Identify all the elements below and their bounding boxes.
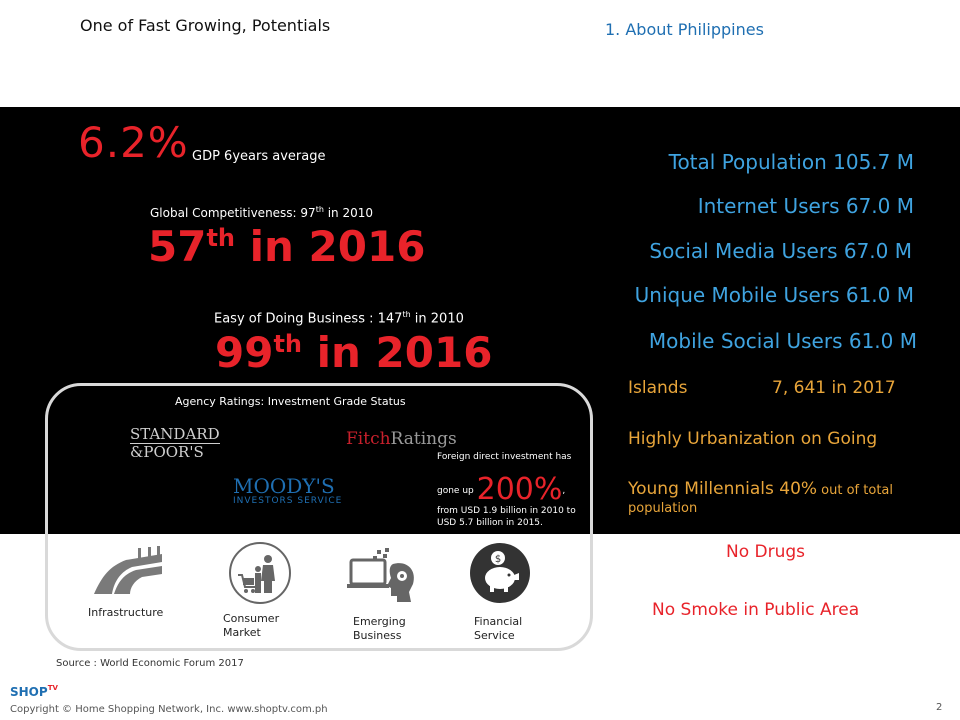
black-panel [0, 107, 960, 534]
gdp-value: 6.2% [78, 118, 189, 167]
category-financial-service: Financial Service [474, 615, 523, 642]
moodys-logo: MOODY'S INVESTORS SERVICE [233, 474, 343, 506]
stat-mobile-users: Unique Mobile Users 61.0 M [634, 283, 914, 307]
slide-title: One of Fast Growing, Potentials [80, 16, 331, 35]
standard-poors-logo: STANDARD &POOR'S [130, 425, 220, 462]
millennials-fact: Young Millennials 40% out of total popul… [628, 479, 893, 516]
no-smoke-fact: No Smoke in Public Area [652, 600, 860, 620]
fdi-text-line4: USD 5.7 billion in 2015. [437, 518, 543, 528]
copyright-text: Copyright © Home Shopping Network, Inc. … [10, 704, 328, 715]
piggy-bank-icon: $ [470, 543, 530, 603]
source-note: Source : World Economic Forum 2017 [56, 658, 244, 669]
shopping-family-icon [229, 542, 291, 604]
islands-label: Islands [628, 378, 688, 398]
stat-population: Total Population 105.7 M [668, 150, 914, 174]
no-drugs-fact: No Drugs [726, 542, 806, 562]
page-number: 2 [936, 702, 943, 713]
shoptv-logo: SHOPTV [10, 684, 58, 699]
doing-business-value: 99th in 2016 [215, 328, 493, 377]
stat-internet-users: Internet Users 67.0 M [697, 194, 914, 218]
fdi-text-line1: Foreign direct investment has [437, 452, 572, 462]
competitiveness-value: 57th in 2016 [148, 222, 426, 271]
fdi-percentage: 200% [476, 472, 563, 507]
emerging-business-icon [347, 548, 414, 602]
stat-social-media-users: Social Media Users 67.0 M [649, 239, 912, 263]
fitch-ratings-logo: FitchRatings [346, 429, 457, 449]
fdi-text-line3: from USD 1.9 billion in 2010 to [437, 506, 576, 516]
agency-ratings-box [45, 383, 593, 651]
category-infrastructure: Infrastructure [88, 606, 164, 619]
competitiveness-label: Global Competitiveness: 97th in 2010 [150, 205, 374, 220]
doing-business-label: Easy of Doing Business : 147th in 2010 [214, 310, 464, 327]
stat-mobile-social-users: Mobile Social Users 61.0 M [648, 329, 917, 353]
category-emerging-business: Emerging Business [353, 615, 406, 642]
gdp-label: GDP 6years average [192, 149, 326, 164]
road-bridge-icon [94, 546, 162, 594]
agency-ratings-title: Agency Ratings: Investment Grade Status [175, 395, 406, 408]
islands-value: 7, 641 in 2017 [772, 378, 896, 398]
svg-text:$: $ [495, 554, 501, 565]
section-title: 1. About Philippines [605, 20, 764, 39]
fdi-text-line2: gone up 200%, [437, 472, 566, 507]
category-consumer-market: Consumer Market [223, 612, 280, 639]
urbanization-fact: Highly Urbanization on Going [628, 429, 878, 449]
